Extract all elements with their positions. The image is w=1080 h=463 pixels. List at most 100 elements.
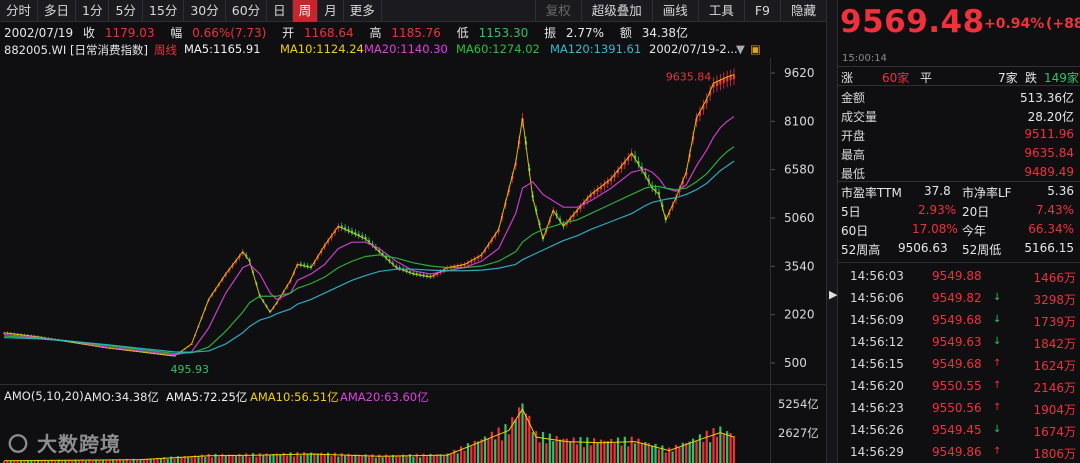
- volume-bar: [599, 439, 603, 463]
- week52-row: 52周高 9506.63 52周低 5166.15: [841, 241, 1074, 257]
- volume-bar: [81, 459, 84, 463]
- toolbar-action-button[interactable]: F9: [743, 0, 780, 22]
- volume-bar: [507, 434, 510, 463]
- volume-bar: [354, 454, 357, 463]
- watermark-icon: 〇: [8, 432, 29, 456]
- dropdown-icon[interactable]: ▼: [736, 42, 745, 56]
- candle-body: [381, 253, 384, 255]
- toolbar-action-button[interactable]: 画线: [651, 0, 698, 22]
- volume-bar: [575, 444, 579, 463]
- volume-bar: [95, 459, 98, 463]
- candle-body: [565, 222, 568, 225]
- volume-bar: [436, 454, 439, 463]
- volume-bar: [456, 453, 459, 463]
- volume-bar: [610, 438, 613, 463]
- volume-bar: [651, 445, 654, 463]
- volume-bar: [477, 441, 480, 463]
- candle-body: [238, 256, 241, 258]
- date-range[interactable]: 2002/07/19-2...: [649, 42, 738, 56]
- candle-body: [729, 75, 732, 81]
- change-amount: (+88: [1046, 16, 1080, 32]
- volume-bar: [2, 461, 6, 463]
- high-info: 高 1185.76: [369, 26, 441, 40]
- arrow-up-icon: ↑: [993, 358, 1002, 369]
- candle-body: [371, 243, 374, 246]
- volume-bar: [548, 433, 551, 463]
- ma5-line: [3, 74, 735, 357]
- candle-body: [654, 188, 657, 192]
- volume-bar: [726, 431, 729, 463]
- volume-bar: [13, 460, 16, 463]
- volume-bar: [272, 453, 275, 463]
- candle-body: [562, 223, 565, 227]
- last-price: 9569.48: [840, 4, 985, 40]
- toolbar-action-button[interactable]: 复权: [534, 0, 581, 22]
- volume-bar: [582, 447, 586, 463]
- volume-bar: [333, 452, 336, 463]
- volume-bar: [695, 441, 698, 463]
- volume-bar: [296, 452, 299, 463]
- candle-body: [473, 258, 476, 261]
- ma5-legend: MA5:1165.91: [184, 42, 261, 56]
- period-tab[interactable]: 周: [292, 0, 319, 22]
- tick-volume: 1904万: [1033, 403, 1076, 417]
- period-tab[interactable]: 月: [318, 0, 344, 22]
- candle-body: [674, 197, 678, 201]
- bar-info-row: 2002/07/19 收 1179.03 幅 0.66%(7.73) 开 116…: [4, 24, 700, 40]
- candle-body: [425, 274, 429, 277]
- volume-bar: [357, 454, 360, 463]
- candle-body: [623, 161, 626, 165]
- candle-body: [558, 218, 562, 221]
- ma120-line: [3, 160, 735, 353]
- volume-bar: [292, 456, 296, 463]
- volume-bar: [108, 459, 111, 463]
- volume-bar: [170, 456, 173, 463]
- panel-toggle[interactable]: ▶: [826, 0, 838, 463]
- toolbar-action-button[interactable]: 超级叠加: [580, 0, 652, 22]
- up-label: 涨: [841, 71, 854, 85]
- volume-bar: [50, 459, 53, 463]
- period-tab[interactable]: 30分: [184, 0, 226, 22]
- price-tick-label: 5060: [784, 211, 815, 225]
- period-tab[interactable]: 更多: [344, 0, 382, 22]
- volume-bar: [323, 454, 326, 463]
- period-tab[interactable]: 5分: [109, 0, 143, 22]
- volume-bar: [234, 455, 238, 463]
- volume-bar: [374, 457, 377, 463]
- period-tab[interactable]: 多日: [38, 0, 77, 22]
- candle-body: [698, 111, 701, 116]
- volume-bar: [709, 442, 712, 463]
- period-tab[interactable]: 60分: [226, 0, 268, 22]
- candle-body: [436, 273, 439, 275]
- candle-body: [627, 157, 630, 161]
- candle-body: [712, 83, 715, 88]
- low-info: 低 1153.30: [456, 26, 529, 40]
- quote-panel: 9569.48 +0.94% (+88 15:00:14 涨 60家 平 7家 …: [838, 0, 1080, 463]
- volume-bar: [200, 454, 203, 463]
- volume-bar: [657, 449, 661, 463]
- candle-body: [575, 210, 579, 213]
- candle-body: [709, 91, 712, 96]
- toolbar-action-button[interactable]: 工具: [697, 0, 744, 22]
- period-tab[interactable]: 15分: [143, 0, 185, 22]
- lock-icon[interactable]: ▣: [750, 42, 761, 56]
- period-tab[interactable]: 日: [267, 0, 293, 22]
- volume-bar: [623, 436, 626, 463]
- volume-bar: [678, 447, 681, 463]
- volume-bar: [98, 460, 101, 463]
- volume-bar: [19, 460, 23, 463]
- volume-bar: [9, 460, 12, 463]
- period-tab[interactable]: 1分: [76, 0, 110, 22]
- volume-bar: [88, 459, 91, 463]
- period-tab[interactable]: 分时: [0, 0, 39, 22]
- candle-body: [657, 191, 661, 195]
- tick-price: 9549.68: [932, 357, 982, 371]
- volume-bar: [685, 443, 688, 463]
- volume-bar: [661, 445, 664, 463]
- volume-bar: [517, 407, 521, 463]
- candle-body: [497, 229, 500, 232]
- toolbar-action-button[interactable]: 隐藏: [779, 0, 826, 22]
- volume-bar: [228, 454, 231, 463]
- volume-bar: [535, 431, 538, 463]
- high-value: 1185.76: [391, 26, 441, 40]
